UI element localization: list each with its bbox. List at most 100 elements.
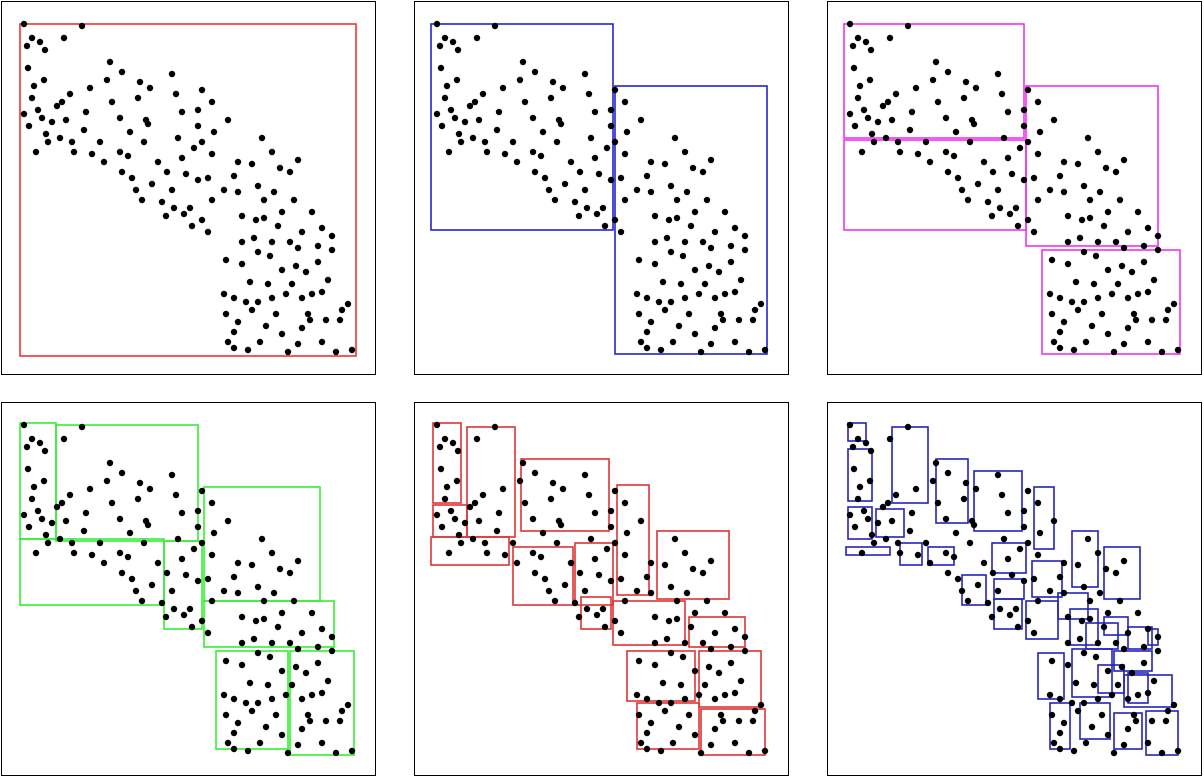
data-point-75 (651, 661, 659, 669)
data-point-145 (667, 182, 675, 190)
data-point-47 (964, 196, 972, 204)
data-point-80 (302, 669, 310, 677)
data-point-94 (230, 745, 238, 753)
data-point-1 (20, 20, 28, 28)
data-point-37 (1004, 509, 1012, 517)
data-point-53 (204, 629, 212, 637)
data-point-54 (1046, 587, 1054, 595)
data-point-25 (858, 148, 866, 156)
data-point-85 (695, 290, 703, 298)
data-point-97 (691, 731, 699, 739)
data-points (20, 421, 356, 757)
data-point-12 (168, 471, 176, 479)
data-point-103 (344, 300, 352, 308)
data-point-83 (731, 288, 739, 296)
data-point-123 (186, 605, 194, 613)
data-point-120 (595, 170, 603, 178)
data-point-138 (475, 116, 483, 124)
data-point-72 (699, 238, 707, 246)
data-point-74 (1080, 248, 1088, 256)
data-point-40 (611, 539, 619, 547)
data-point-71 (707, 244, 715, 252)
data-point-135 (437, 64, 445, 72)
data-point-116 (471, 499, 479, 507)
data-point-117 (547, 495, 555, 503)
data-point-125 (1076, 635, 1084, 643)
data-point-6 (60, 435, 68, 443)
data-point-36 (142, 116, 150, 124)
data-point-42 (178, 555, 186, 563)
data-point-101 (318, 739, 326, 747)
data-point-135 (850, 64, 858, 72)
data-point-76 (659, 278, 667, 286)
data-point-76 (1072, 278, 1080, 286)
partition-box-20 (1069, 608, 1099, 646)
data-point-70 (314, 242, 322, 250)
data-point-121 (1020, 176, 1028, 184)
data-point-104 (1174, 346, 1182, 354)
data-point-140 (108, 98, 116, 106)
data-point-28 (493, 126, 501, 134)
data-point-11 (549, 78, 557, 86)
data-point-81 (727, 659, 735, 667)
data-point-57 (248, 561, 256, 569)
data-point-2 (854, 34, 862, 42)
data-point-130 (717, 711, 725, 719)
data-point-32 (513, 559, 521, 567)
data-point-111 (210, 128, 218, 136)
data-point-8 (519, 58, 527, 66)
data-point-5 (454, 447, 462, 455)
partition-box-2 (843, 139, 1027, 231)
data-point-128 (741, 246, 749, 254)
data-point-28 (906, 527, 914, 535)
partition-boxes (430, 23, 768, 355)
data-point-122 (621, 196, 629, 204)
data-point-117 (547, 94, 555, 102)
data-point-6 (886, 435, 894, 443)
data-point-85 (1108, 290, 1116, 298)
data-point-3 (23, 443, 31, 451)
data-point-2 (28, 34, 36, 42)
data-point-81 (727, 258, 735, 266)
data-point-31 (896, 549, 904, 557)
data-point-42 (591, 555, 599, 563)
data-point-147 (651, 639, 659, 647)
data-point-59 (1094, 148, 1102, 156)
data-point-139 (908, 108, 916, 116)
data-point-52 (611, 617, 619, 625)
partition-box-13 (991, 542, 1027, 574)
data-point-9 (103, 477, 111, 485)
data-point-112 (980, 559, 988, 567)
data-point-25 (445, 148, 453, 156)
data-point-121 (1020, 577, 1028, 585)
data-point-74 (667, 248, 675, 256)
data-point-131 (256, 739, 264, 747)
data-point-62 (1120, 557, 1128, 565)
data-point-24 (457, 138, 465, 146)
data-point-68 (731, 625, 739, 633)
data-point-94 (643, 745, 651, 753)
data-point-96 (1098, 310, 1106, 318)
data-point-29 (509, 539, 517, 547)
data-point-80 (715, 268, 723, 276)
data-point-69 (328, 633, 336, 641)
data-point-43 (989, 569, 997, 577)
data-point-136 (856, 82, 864, 90)
data-point-10 (531, 68, 539, 76)
data-point-119 (998, 90, 1006, 98)
data-point-66 (691, 208, 699, 216)
data-point-152 (701, 681, 709, 689)
data-point-103 (344, 701, 352, 709)
data-point-133 (284, 749, 292, 757)
data-point-39 (190, 545, 198, 553)
panel-level-3-plot (843, 20, 1182, 356)
data-point-45 (974, 180, 982, 188)
data-point-77 (1092, 653, 1100, 661)
data-point-20 (25, 122, 33, 130)
data-point-50 (593, 611, 601, 619)
data-point-4 (36, 439, 44, 447)
data-point-142 (954, 575, 962, 583)
data-point-154 (336, 316, 344, 324)
data-point-135 (24, 64, 32, 72)
data-point-106 (1096, 188, 1104, 196)
